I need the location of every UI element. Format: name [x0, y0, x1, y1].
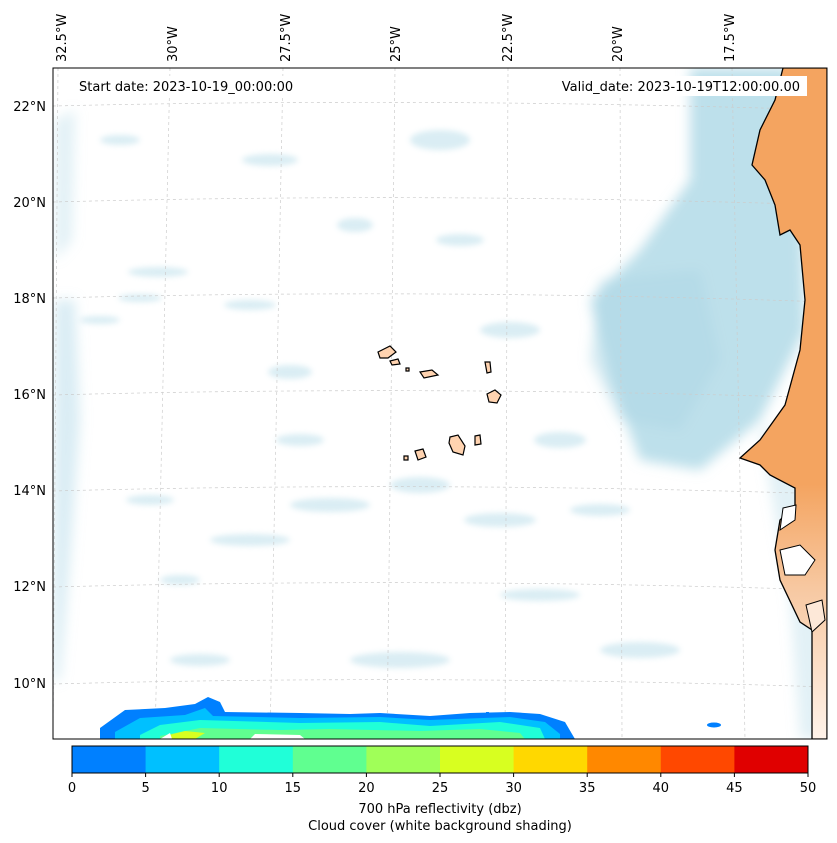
colorbar-swatch	[292, 746, 367, 773]
start-date-label: Start date: 2023-10-19_00:00:00	[79, 80, 293, 95]
cape-verde-islands	[377, 345, 502, 461]
map-frame	[52, 67, 828, 740]
lat-label: 14°N	[13, 484, 46, 499]
map-area	[53, 68, 827, 739]
reflectivity-band	[100, 697, 721, 739]
graticule	[53, 68, 827, 739]
lat-label: 20°N	[13, 196, 46, 211]
colorbar-swatches	[72, 746, 809, 773]
colorbar-tick-label: 15	[285, 781, 302, 796]
lat-label: 22°N	[13, 100, 46, 115]
colorbar-label-cloud-cover: Cloud cover (white background shading)	[308, 819, 572, 834]
lat-label: 10°N	[13, 677, 46, 692]
lon-label: 25°W	[389, 26, 404, 62]
colorbar-tick-label: 20	[358, 781, 375, 796]
colorbar: 0 5 10 15 20 25 30 35 40 45 50 700 hPa reflectivit…	[68, 745, 816, 834]
colorbar-swatch	[440, 746, 515, 773]
lon-label: 27.5°W	[279, 14, 294, 62]
colorbar-tick-label: 0	[68, 781, 76, 796]
latitude-labels: 22°N 20°N 18°N 16°N 14°N 12°N 10°N	[13, 100, 46, 692]
colorbar-tick-label: 10	[211, 781, 228, 796]
colorbar-tick-label: 50	[800, 781, 817, 796]
lon-label: 22.5°W	[501, 14, 516, 62]
coast-detail	[779, 544, 816, 576]
coast-detail	[805, 599, 826, 633]
colorbar-swatch	[660, 746, 735, 773]
lon-label: 20°W	[611, 26, 626, 62]
colorbar-ticks: 0 5 10 15 20 25 30 35 40 45 50	[68, 773, 816, 796]
colorbar-swatch	[219, 746, 294, 773]
lat-label: 18°N	[13, 292, 46, 307]
longitude-labels: 32.5°W 30°W 27.5°W 25°W 22.5°W 20°W 17.5…	[55, 14, 738, 62]
colorbar-tick-label: 35	[579, 781, 596, 796]
colorbar-tick-label: 30	[505, 781, 522, 796]
colorbar-swatch	[145, 746, 220, 773]
lat-label: 12°N	[13, 580, 46, 595]
coast-detail	[779, 504, 797, 532]
colorbar-tick-label: 25	[432, 781, 449, 796]
colorbar-label-reflectivity: 700 hPa reflectivity (dbz)	[358, 802, 521, 817]
lon-label: 17.5°W	[723, 14, 738, 62]
colorbar-tick-label: 5	[141, 781, 149, 796]
colorbar-swatch	[513, 746, 588, 773]
lon-label: 32.5°W	[55, 14, 70, 62]
lon-label: 30°W	[166, 26, 181, 62]
colorbar-swatch	[587, 746, 662, 773]
colorbar-swatch	[366, 746, 441, 773]
colorbar-swatch	[734, 746, 809, 773]
valid-date-box	[540, 76, 807, 96]
start-date-box	[74, 76, 314, 96]
colorbar-swatch	[72, 746, 147, 773]
colorbar-tick-label: 45	[726, 781, 743, 796]
lat-label: 16°N	[13, 388, 46, 403]
valid-date-label: Valid_date: 2023-10-19T12:00:00.00	[562, 80, 800, 95]
cloud-cover-shading	[53, 68, 827, 739]
colorbar-tick-label: 40	[653, 781, 670, 796]
